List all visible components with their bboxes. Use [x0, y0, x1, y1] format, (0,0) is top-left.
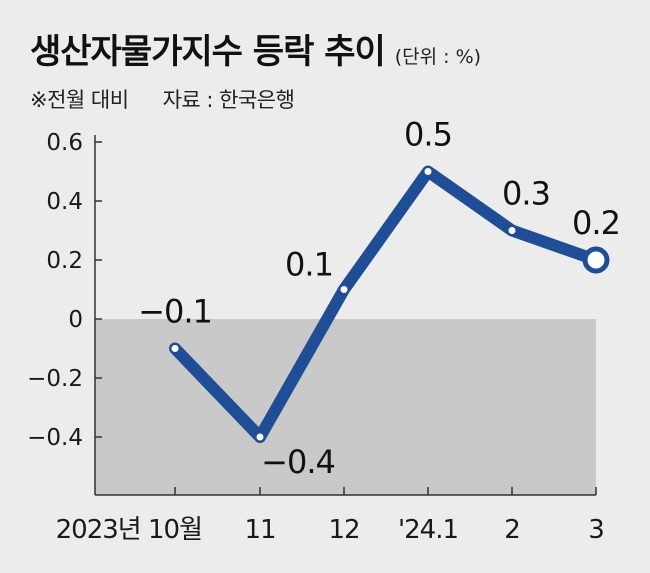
data-point [338, 284, 350, 295]
x-tick-label: 3 [588, 515, 604, 545]
y-tick-label: 0 [68, 307, 83, 333]
data-point [254, 431, 266, 443]
x-tick-label: 2 [504, 515, 520, 545]
source-note: 자료 : 한국은행 [162, 88, 295, 112]
chart-title: 생산자물가지수 등락 추이 [30, 32, 386, 72]
x-tick-label: 11 [244, 515, 275, 545]
y-tick-label: −0.2 [27, 366, 83, 392]
data-labels: −0.1 −0.4 0.1 0.5 0.3 0.2 [138, 116, 621, 482]
data-label: 0.3 [502, 175, 550, 213]
x-tick-label: '24.1 [398, 515, 458, 545]
data-label: −0.4 [261, 443, 335, 481]
data-point [169, 343, 181, 354]
data-label: 0.1 [285, 246, 333, 284]
data-point [582, 246, 610, 274]
data-point [422, 166, 434, 177]
data-label: −0.1 [138, 293, 212, 331]
data-markers [169, 166, 610, 443]
data-label: 0.5 [404, 116, 452, 154]
title-row: 생산자물가지수 등락 추이 (단위 : %) [30, 24, 481, 73]
y-tick-label: 0.2 [46, 248, 83, 274]
x-tick-label: 2023년 10월 [56, 515, 202, 545]
x-tick-label: 12 [328, 515, 359, 545]
x-axis-ticks: 2023년 10월 11 12 '24.1 2 3 [56, 487, 605, 545]
unit-label: (단위 : %) [394, 46, 482, 68]
y-tick-label: 0.4 [46, 189, 83, 215]
y-axis-ticks: 0.6 0.4 0.2 0 −0.2 −0.4 [27, 130, 102, 451]
y-tick-label: −0.4 [27, 425, 83, 451]
series-line [169, 165, 602, 443]
data-label: 0.2 [572, 204, 620, 242]
data-point [506, 225, 518, 236]
comparison-note: ※전월 대비 [30, 88, 129, 112]
subtitle-row: ※전월 대비 자료 : 한국은행 [30, 84, 295, 114]
y-tick-label: 0.6 [46, 130, 83, 156]
